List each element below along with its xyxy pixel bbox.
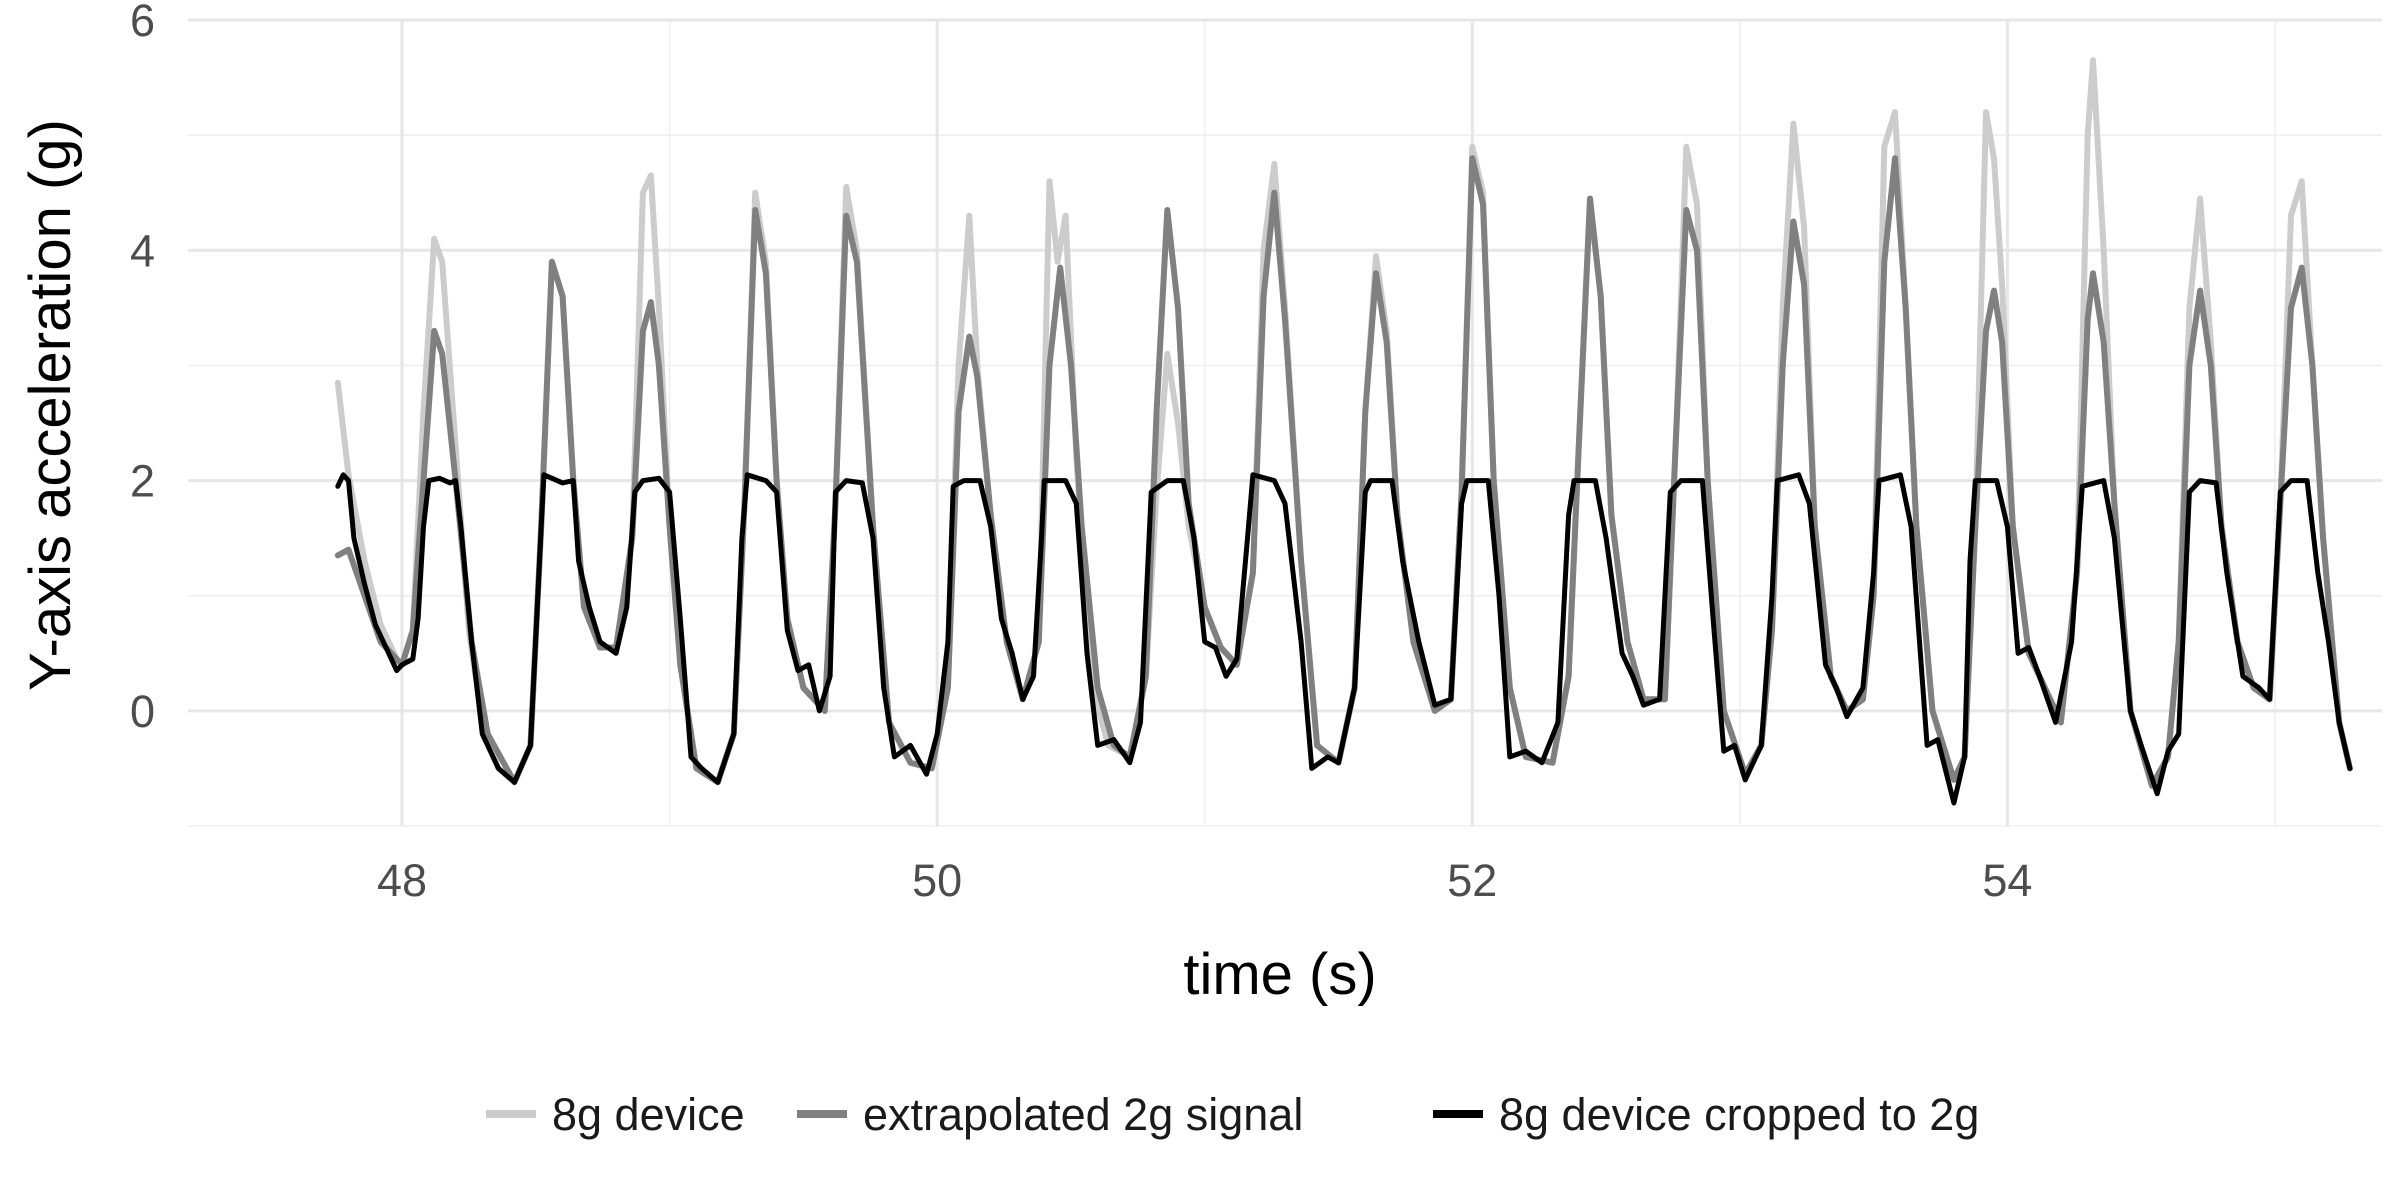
legend: 8g device extrapolated 2g signal 8g device…	[486, 1089, 1979, 1140]
legend-label: 8g device cropped to 2g	[1499, 1089, 1979, 1140]
y-tick-label: 2	[130, 456, 155, 507]
y-tick-label: 6	[130, 0, 155, 46]
x-tick-label: 54	[1982, 855, 2032, 906]
legend-label: extrapolated 2g signal	[863, 1089, 1303, 1140]
y-tick-label: 4	[130, 225, 155, 276]
y-tick-labels: 0 2 4 6	[130, 0, 155, 737]
x-tick-label: 52	[1447, 855, 1497, 906]
x-tick-label: 48	[377, 855, 427, 906]
legend-item: 8g device cropped to 2g	[1433, 1089, 1979, 1140]
x-tick-labels: 48 50 52 54	[377, 855, 2032, 906]
series-line-3	[335, 472, 2353, 806]
y-tick-label: 0	[130, 686, 155, 737]
x-axis-title: time (s)	[1183, 942, 1376, 1007]
series-lines	[334, 57, 2353, 806]
legend-label: 8g device	[552, 1089, 745, 1140]
legend-item: 8g device	[486, 1089, 745, 1140]
x-tick-label: 50	[912, 855, 962, 906]
legend-item: extrapolated 2g signal	[797, 1089, 1303, 1140]
y-axis-title: Y-axis acceleration (g)	[18, 119, 83, 691]
